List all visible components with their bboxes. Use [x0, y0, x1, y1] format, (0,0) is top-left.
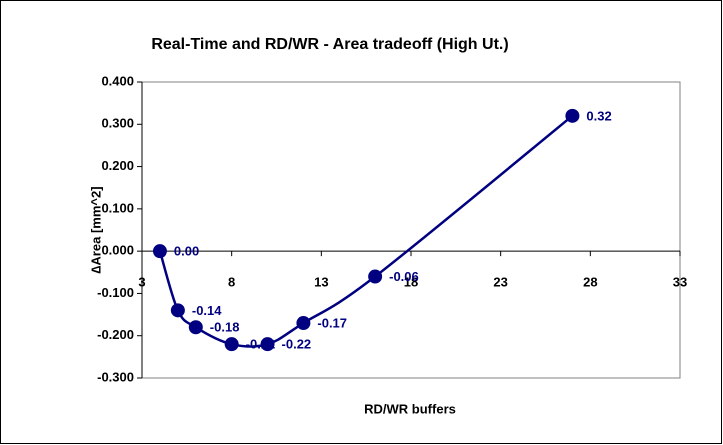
y-tick-label: 0.200: [101, 158, 134, 173]
x-axis-label: RD/WR buffers: [364, 401, 456, 416]
x-tick-label: 8: [228, 275, 235, 290]
data-point: [260, 337, 275, 352]
data-label: -0.14: [192, 303, 222, 318]
y-tick-label: -0.100: [97, 285, 134, 300]
data-point: [188, 320, 203, 335]
x-tick-label: 33: [673, 275, 687, 290]
y-tick-label: 0.100: [101, 200, 134, 215]
y-tick-label: 0.400: [101, 73, 134, 88]
y-tick-label: 0.300: [101, 116, 134, 131]
y-axis-label: ∆Area [mm^2]: [88, 186, 103, 273]
data-point: [296, 316, 311, 331]
data-point: [152, 244, 167, 259]
data-label: 0.32: [586, 108, 611, 123]
plot-area: [141, 81, 681, 379]
data-point: [565, 108, 580, 123]
x-tick-label: 18: [404, 275, 418, 290]
data-label: -0.06: [389, 269, 419, 284]
data-label: -0.18: [210, 320, 240, 335]
chart-title: Real-Time and RD/WR - Area tradeoff (Hig…: [151, 36, 508, 53]
data-label: -0.22: [282, 337, 312, 352]
x-tick-label: 28: [583, 275, 597, 290]
data-point: [224, 337, 239, 352]
y-tick-label: 0.000: [101, 243, 134, 258]
data-label: -0.17: [317, 315, 347, 330]
y-tick-label: -0.300: [97, 369, 134, 384]
x-tick-label: 13: [314, 275, 328, 290]
data-label: 0.00: [174, 244, 199, 259]
x-tick-label: 3: [138, 275, 145, 290]
data-point: [368, 269, 383, 284]
x-tick-label: 23: [493, 275, 507, 290]
data-point: [170, 303, 185, 318]
y-tick-label: -0.200: [97, 327, 134, 342]
